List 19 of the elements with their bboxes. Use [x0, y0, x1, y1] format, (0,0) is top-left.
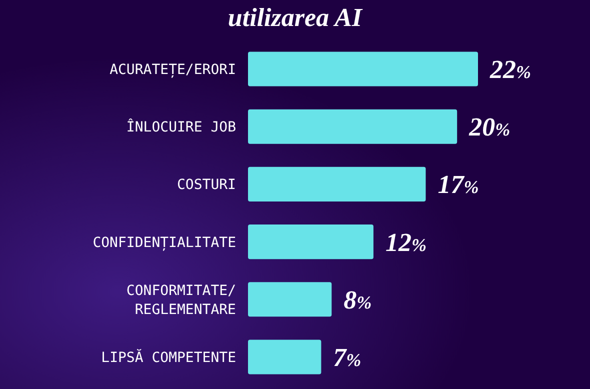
bar — [248, 166, 426, 202]
chart-title: utilizarea AI — [228, 3, 363, 32]
y-tick-label: ACURATEȚE/ERORI — [110, 62, 236, 78]
data-label: 22% — [489, 55, 531, 84]
bar — [248, 340, 322, 374]
bar — [248, 109, 458, 144]
data-label: 17% — [438, 170, 479, 200]
data-label: 20% — [468, 112, 510, 142]
bar — [248, 282, 332, 317]
data-label: 8% — [344, 285, 372, 314]
y-tick-label: LIPSĂ COMPETENTE — [101, 348, 236, 366]
bar — [248, 224, 374, 260]
y-tick-label: CONFIDENȚIALITATE — [92, 234, 236, 251]
y-tick-label: CONFORMITATE/REGLEMENTARE — [126, 282, 236, 318]
y-tick-label: COSTURI — [176, 177, 236, 194]
data-label: 12% — [385, 228, 426, 257]
data-label: 7% — [333, 342, 362, 372]
y-tick-label: ÎNLOCUIRE JOB — [126, 118, 236, 136]
bar — [248, 52, 478, 86]
